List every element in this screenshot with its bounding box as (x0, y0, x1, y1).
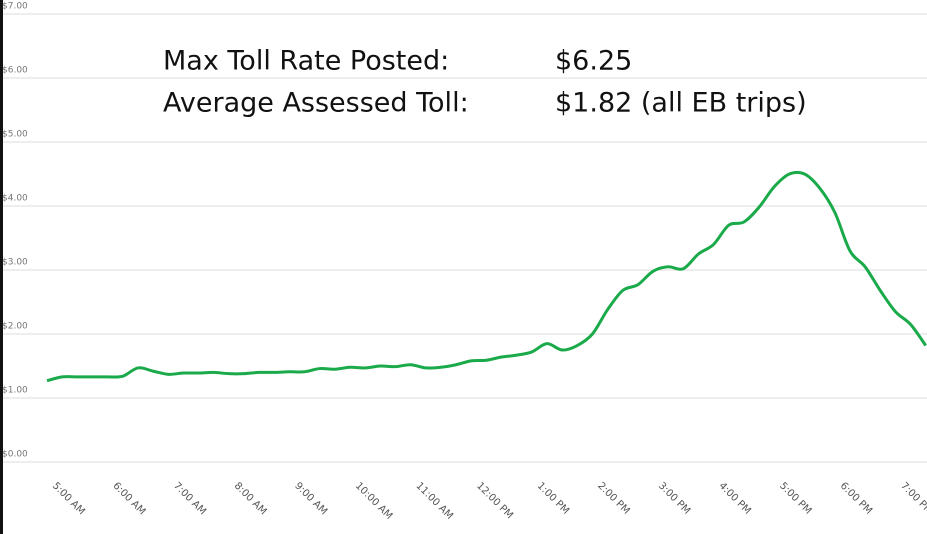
annotation-value: $1.82 (all EB trips) (555, 88, 807, 119)
x-tick-label: 12:00 PM (474, 480, 515, 521)
x-tick-label: 2:00 PM (595, 480, 631, 516)
y-tick-label: $3.00 (2, 258, 28, 268)
x-tick-label: 9:00 AM (292, 480, 329, 517)
x-tick-label: 8:00 AM (232, 480, 269, 517)
y-tick-label: $1.00 (2, 386, 28, 396)
y-tick-label: $5.00 (2, 130, 28, 140)
x-tick-label: 3:00 PM (656, 480, 692, 516)
y-tick-label: $2.00 (2, 322, 28, 332)
x-tick-label: 1:00 PM (535, 480, 571, 516)
x-tick-label: 4:00 PM (717, 480, 753, 516)
x-tick-label: 5:00 PM (777, 480, 813, 516)
y-tick-label: $0.00 (2, 450, 28, 460)
x-tick-label: 11:00 AM (414, 480, 455, 521)
annotation-value: $6.25 (555, 46, 632, 77)
x-tick-label: 10:00 AM (353, 480, 394, 521)
annotation-label: Average Assessed Toll: (163, 88, 469, 119)
x-tick-label: 7:00 PM (898, 480, 927, 516)
annotation-label: Max Toll Rate Posted: (163, 46, 449, 77)
left-border (0, 0, 3, 534)
data-line (46, 170, 927, 383)
y-tick-label: $6.00 (2, 66, 28, 76)
x-tick-label: 6:00 AM (111, 480, 148, 517)
y-tick-label: $4.00 (2, 194, 28, 204)
y-tick-label: $7.00 (2, 2, 28, 12)
x-tick-label: 5:00 AM (50, 480, 87, 517)
x-tick-label: 6:00 PM (838, 480, 874, 516)
x-tick-label: 7:00 AM (171, 480, 208, 517)
